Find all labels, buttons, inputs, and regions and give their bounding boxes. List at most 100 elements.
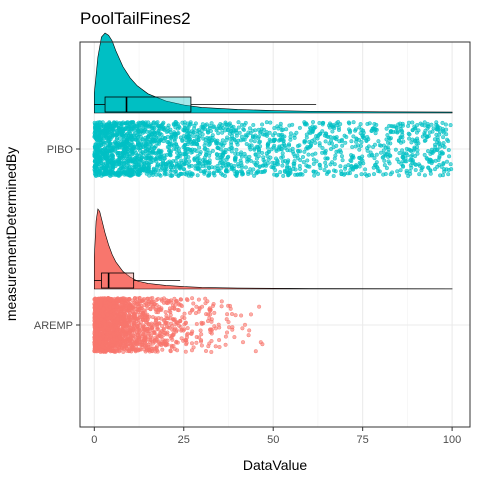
rain-point bbox=[179, 159, 183, 163]
rain-point bbox=[358, 161, 362, 165]
rain-point bbox=[158, 155, 162, 159]
rain-point bbox=[145, 161, 149, 165]
rain-point bbox=[308, 126, 312, 130]
rain-point bbox=[221, 173, 225, 177]
rain-point bbox=[172, 147, 176, 151]
rain-point bbox=[135, 339, 139, 343]
rain-point bbox=[195, 149, 199, 153]
rain-point bbox=[107, 348, 111, 352]
rain-point bbox=[333, 157, 337, 161]
rain-point bbox=[374, 128, 378, 132]
rain-point bbox=[117, 127, 121, 131]
rain-point bbox=[188, 311, 192, 315]
rain-point bbox=[250, 171, 254, 175]
rain-point bbox=[346, 172, 350, 176]
rain-point bbox=[119, 337, 123, 341]
rain-point bbox=[100, 299, 104, 303]
rain-point bbox=[183, 312, 187, 316]
rain-point bbox=[433, 143, 437, 147]
rain-point bbox=[243, 123, 247, 127]
rain-point bbox=[257, 141, 261, 145]
rain-point bbox=[110, 128, 114, 132]
rain-point bbox=[430, 150, 434, 154]
rain-point bbox=[229, 146, 233, 150]
rain-point bbox=[135, 162, 139, 166]
box-iqr-pibo bbox=[105, 97, 191, 112]
rain-point bbox=[335, 122, 339, 126]
rain-point bbox=[286, 160, 290, 164]
rain-point bbox=[192, 157, 196, 161]
rain-point bbox=[203, 297, 207, 301]
rain-point bbox=[326, 135, 330, 139]
rain-point bbox=[212, 125, 216, 129]
rain-point bbox=[199, 150, 203, 154]
rain-point bbox=[303, 140, 307, 144]
rain-point bbox=[269, 121, 273, 125]
rain-point bbox=[350, 155, 354, 159]
rain-point bbox=[109, 331, 113, 335]
rain-point bbox=[295, 131, 299, 135]
rain-point bbox=[406, 153, 410, 157]
rain-point bbox=[446, 172, 450, 176]
rain-point bbox=[150, 156, 154, 160]
rain-point bbox=[253, 139, 257, 143]
rain-point bbox=[173, 304, 177, 308]
rain-point bbox=[128, 329, 132, 333]
rain-point bbox=[149, 338, 153, 342]
rain-point bbox=[138, 296, 142, 300]
x-tick-label: 50 bbox=[267, 434, 279, 446]
rain-point bbox=[112, 350, 116, 354]
rain-point bbox=[154, 319, 158, 323]
rain-point bbox=[128, 311, 132, 315]
rain-point bbox=[190, 332, 194, 336]
rain-point bbox=[197, 298, 201, 302]
rain-point bbox=[428, 131, 432, 135]
rain-point bbox=[249, 139, 253, 143]
rain-point bbox=[225, 123, 229, 127]
rain-point bbox=[335, 150, 339, 154]
rain-point bbox=[214, 345, 218, 349]
y-axis-title: measurementDeterminedBy bbox=[3, 147, 19, 321]
rain-point bbox=[177, 163, 181, 167]
rain-point bbox=[106, 160, 110, 164]
rain-point bbox=[324, 132, 328, 136]
rain-point bbox=[146, 148, 150, 152]
rain-point bbox=[370, 154, 374, 158]
rain-point bbox=[195, 341, 199, 345]
rain-point bbox=[216, 167, 220, 171]
rain-point bbox=[156, 322, 160, 326]
rain-point bbox=[429, 172, 433, 176]
rain-point bbox=[441, 173, 445, 177]
rain-point bbox=[335, 135, 339, 139]
rain-point bbox=[198, 131, 202, 135]
rain-point bbox=[230, 312, 234, 316]
rain-point bbox=[93, 153, 97, 157]
rain-point bbox=[142, 122, 146, 126]
rain-point bbox=[94, 339, 98, 343]
rain-point bbox=[184, 158, 188, 162]
rain-point bbox=[375, 123, 379, 127]
rain-point bbox=[234, 313, 238, 317]
rain-point bbox=[433, 167, 437, 171]
rain-point bbox=[171, 174, 175, 178]
rain-point bbox=[188, 123, 192, 127]
rain-point bbox=[338, 122, 342, 126]
rain-point bbox=[292, 164, 296, 168]
rain-point bbox=[438, 156, 442, 160]
rain-point bbox=[354, 174, 358, 178]
rain-point bbox=[198, 165, 202, 169]
rain-point bbox=[298, 167, 302, 171]
rain-point bbox=[127, 334, 131, 338]
rain-point bbox=[227, 320, 231, 324]
rain-point bbox=[288, 149, 292, 153]
rain-point bbox=[138, 132, 142, 136]
rain-point bbox=[106, 309, 110, 313]
rain-point bbox=[239, 153, 243, 157]
rain-point bbox=[135, 317, 139, 321]
rain-point bbox=[110, 340, 114, 344]
rain-point bbox=[412, 149, 416, 153]
rain-point bbox=[390, 171, 394, 175]
rain-point bbox=[284, 127, 288, 131]
rain-point bbox=[265, 120, 269, 124]
rain-point bbox=[204, 164, 208, 168]
